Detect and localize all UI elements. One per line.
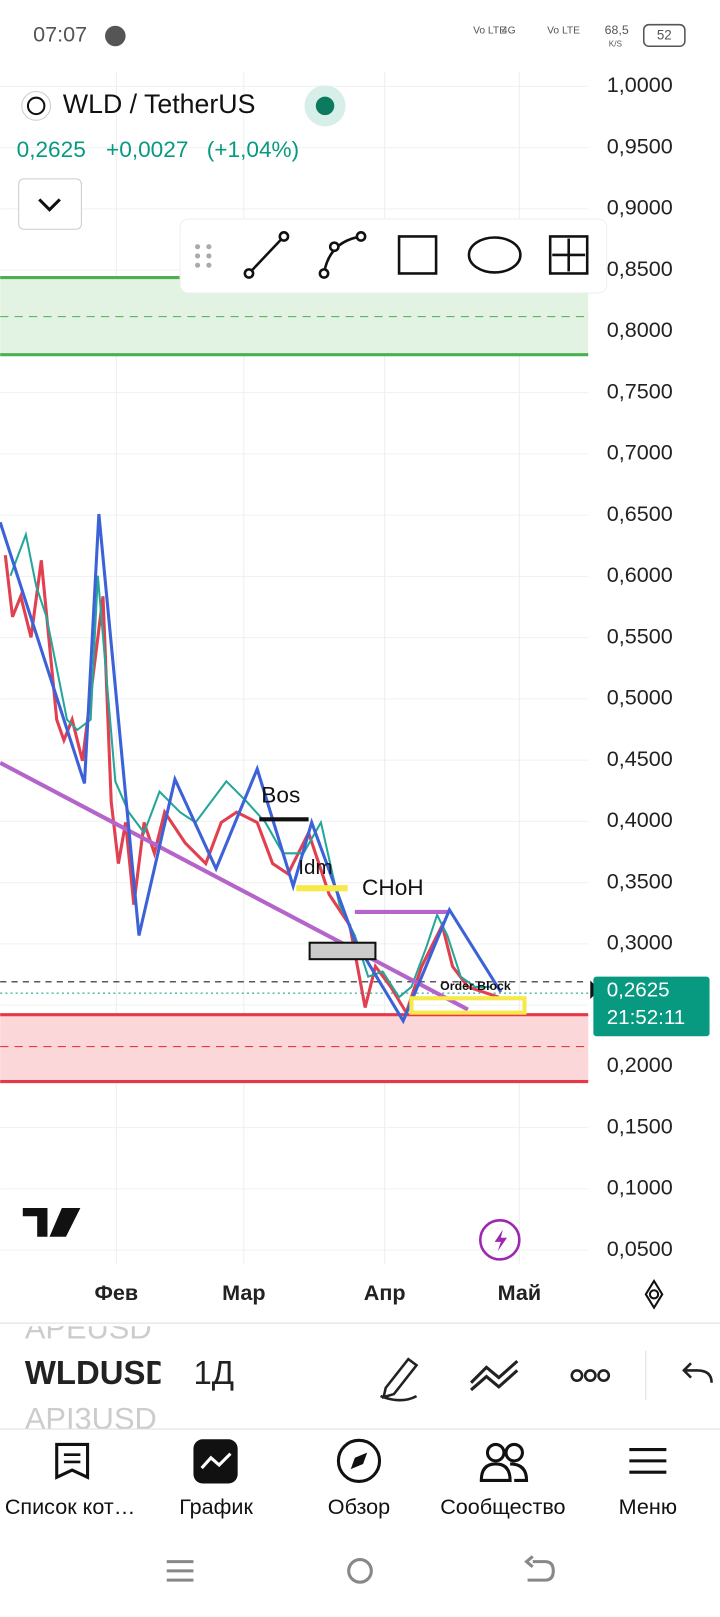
price-tick-label: 0,4500 (607, 746, 673, 771)
last-price: 0,2625 (17, 137, 86, 162)
drawing-toolbar (179, 218, 608, 294)
flash-button[interactable] (478, 1219, 521, 1261)
price-tick-label: 0,5500 (607, 623, 673, 648)
support-zone (0, 1014, 589, 1082)
nav-community[interactable]: Сообщество (440, 1442, 566, 1519)
measure-tool[interactable] (548, 235, 589, 275)
facebook-icon (105, 25, 126, 47)
nav-label: Обзор (328, 1494, 390, 1519)
price-tick-label: 0,7000 (607, 440, 673, 465)
symbol-selector[interactable]: WLDUSDT (25, 1354, 189, 1391)
status-net: Vo LTE (473, 26, 506, 37)
status-time: 07:07 (33, 22, 87, 47)
indicators-button[interactable] (469, 1360, 519, 1392)
more-button[interactable] (570, 1369, 611, 1382)
annotation: Order Block (440, 979, 511, 993)
collapse-button[interactable] (18, 178, 82, 230)
annotation: Bos (261, 783, 300, 808)
rect-tool[interactable] (397, 235, 438, 275)
drag-handle (194, 244, 212, 268)
zigzag (0, 513, 503, 1025)
price-tag (593, 976, 710, 1037)
sys-home[interactable] (347, 1558, 373, 1584)
battery-level: 52 (657, 28, 672, 43)
price-tick-label: 0,8000 (607, 317, 673, 342)
line-tool[interactable] (243, 231, 290, 279)
price-change-pct: (+1,04%) (207, 137, 299, 162)
time-label: Май (498, 1280, 542, 1305)
status-speed-unit: K/S (609, 39, 623, 48)
price-tick-label: 0,0500 (607, 1236, 673, 1261)
trend-line (0, 761, 469, 1012)
nav-label: График (179, 1494, 253, 1519)
price-tick-label: 0,2000 (607, 1052, 673, 1077)
price-tick-label: 0,9000 (607, 195, 673, 220)
time-label: Апр (364, 1280, 406, 1305)
price-tick-label: 0,5000 (607, 685, 673, 710)
undo-button[interactable] (682, 1362, 713, 1383)
current-price: 0,2625 (607, 978, 670, 1001)
price-tick-label: 0,3500 (607, 868, 673, 893)
idm-zone (296, 885, 348, 892)
interval-selector[interactable]: 1Д (193, 1354, 234, 1391)
price-tick-label: 1,0000 (607, 72, 673, 97)
sys-back[interactable] (524, 1555, 555, 1582)
settings-button[interactable] (644, 1279, 664, 1310)
price-tick-label: 0,3000 (607, 930, 673, 955)
price-tick-label: 0,7500 (607, 378, 673, 403)
candles-up (9, 530, 492, 999)
nav-label: Список кот… (5, 1494, 135, 1519)
annotation: Idm (298, 856, 332, 879)
countdown: 21:52:11 (607, 1006, 685, 1029)
time-label: Фев (95, 1280, 139, 1305)
symbol-logo (26, 96, 46, 116)
nav-label: Сообщество (440, 1494, 565, 1519)
price-tick-label: 0,4000 (607, 807, 673, 832)
block (308, 941, 377, 961)
nav-explore[interactable]: Обзор (328, 1438, 390, 1519)
battery (642, 23, 686, 48)
curve-tool[interactable] (318, 231, 367, 279)
prev-symbol: APEUSD (25, 1310, 152, 1345)
sys-recents[interactable] (166, 1560, 194, 1582)
time-label: Мар (222, 1280, 265, 1305)
symbol-title[interactable]: WLD / TetherUS (63, 89, 256, 119)
nav-menu[interactable]: Меню (619, 1448, 677, 1519)
nav-watchlist[interactable]: Список кот… (5, 1442, 135, 1519)
annotation: CHoH (362, 875, 424, 900)
price-change: +0,0027 (106, 137, 188, 162)
draw-button[interactable] (380, 1357, 419, 1402)
flash-icon (494, 1229, 508, 1252)
symbol-logo (21, 90, 52, 121)
price-tick-label: 0,1000 (607, 1175, 673, 1200)
order-block (409, 996, 527, 1015)
status-net: 4G (502, 26, 516, 37)
ellipse-tool[interactable] (467, 236, 522, 274)
chevron (38, 198, 61, 212)
status-net: Vo LTE (547, 26, 580, 37)
price-tick-label: 0,1500 (607, 1113, 673, 1138)
tv-logo (22, 1207, 81, 1237)
price-tick-label: 0,6000 (607, 562, 673, 587)
price-tick-label: 0,6500 (607, 501, 673, 526)
status-speed: 68,5 (605, 23, 629, 37)
nav-label: Меню (619, 1494, 677, 1519)
settings-icon (648, 1289, 660, 1300)
price-tick-label: 0,9500 (607, 133, 673, 158)
market-status (315, 96, 335, 116)
next-symbol: API3USD (25, 1401, 157, 1436)
price-tick-label: 0,8500 (607, 256, 673, 281)
nav-chart[interactable]: График (179, 1439, 253, 1519)
